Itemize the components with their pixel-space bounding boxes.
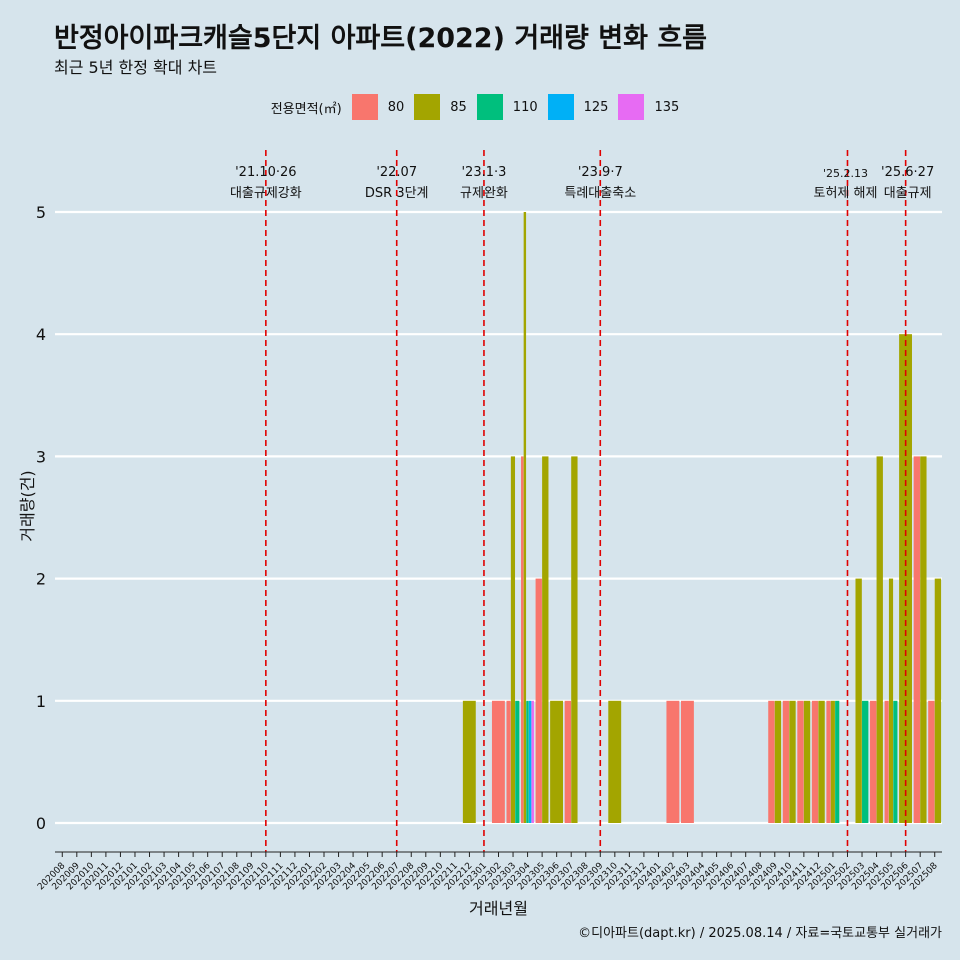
bar xyxy=(913,456,920,823)
legend-item: 135 xyxy=(618,94,679,120)
event-label: 규제완화 xyxy=(460,186,508,201)
bar xyxy=(835,700,840,823)
bar xyxy=(515,700,520,823)
bar xyxy=(803,700,811,823)
event-label: 대출규제 xyxy=(884,186,932,201)
bar xyxy=(862,700,869,823)
bar xyxy=(680,700,694,823)
legend-label: 110 xyxy=(512,99,538,115)
legend-swatch xyxy=(618,94,645,120)
legend-item: 110 xyxy=(476,94,538,120)
bar xyxy=(928,700,935,823)
legend-label: 135 xyxy=(654,99,680,115)
source-caption: ©디아파트(dapt.kr) / 2025.08.14 / 자료=국토교통부 실… xyxy=(578,926,942,941)
event-label: 특례대출축소 xyxy=(564,186,636,201)
x-axis-title: 거래년월 xyxy=(469,899,528,918)
event-date: '23.1·3 xyxy=(461,165,506,180)
legend-label: 80 xyxy=(387,99,405,115)
bar xyxy=(491,700,505,823)
bar xyxy=(528,700,532,823)
bar xyxy=(564,700,572,823)
legend-label: 85 xyxy=(450,99,467,115)
bar xyxy=(893,700,898,823)
legend-swatch xyxy=(351,94,378,120)
bar xyxy=(920,456,927,823)
bar xyxy=(899,334,912,823)
legend-swatch xyxy=(547,94,574,120)
bar xyxy=(768,700,775,823)
y-tick-label: 4 xyxy=(36,325,46,344)
chart-subtitle: 최근 5년 한정 확대 차트 xyxy=(54,58,218,77)
legend-item: 80 xyxy=(351,94,405,120)
event-date: '22.07 xyxy=(376,165,417,180)
bar xyxy=(510,456,516,823)
legend-swatch xyxy=(476,94,503,120)
bar xyxy=(535,578,542,823)
event-date: '25.2.13 xyxy=(823,167,868,180)
legend-item: 125 xyxy=(547,94,609,120)
bar xyxy=(782,700,790,823)
event-date: '21.10·26 xyxy=(235,165,296,180)
bar xyxy=(789,700,796,823)
bar xyxy=(571,456,578,823)
y-tick-label: 1 xyxy=(36,692,46,711)
bar xyxy=(888,578,894,823)
bar xyxy=(811,700,819,823)
bar xyxy=(531,700,534,823)
bar xyxy=(550,700,564,823)
y-tick-label: 2 xyxy=(36,570,46,589)
bar xyxy=(608,700,622,823)
legend-item: 85 xyxy=(414,94,467,120)
legend-label: 125 xyxy=(583,99,609,115)
bar xyxy=(542,456,549,823)
y-axis-title: 거래량(건) xyxy=(18,470,37,541)
y-tick-label: 0 xyxy=(36,814,46,833)
bar xyxy=(855,578,862,823)
event-label: 대출규제강화 xyxy=(230,186,302,201)
event-label: DSR 3단계 xyxy=(365,186,429,201)
bar xyxy=(830,700,835,823)
event-date: '25.6·27 xyxy=(881,165,934,180)
legend-title: 전용면적(㎡) xyxy=(270,101,342,117)
chart-title: 반정아이파크캐슬5단지 아파트(2022) 거래량 변화 흐름 xyxy=(54,23,708,54)
bar xyxy=(797,700,804,823)
legend: 전용면적(㎡) 80 85 110 125 135 xyxy=(0,92,960,122)
y-tick-label: 3 xyxy=(36,447,46,466)
bar xyxy=(818,700,825,823)
bar xyxy=(870,700,877,823)
bar xyxy=(774,700,782,823)
bar xyxy=(884,700,889,823)
event-date: '23.9·7 xyxy=(578,165,623,180)
bar xyxy=(526,700,529,823)
bar xyxy=(876,456,883,823)
bar xyxy=(523,212,527,823)
bar xyxy=(462,700,476,823)
bar xyxy=(666,700,680,823)
bar xyxy=(521,456,524,823)
legend-swatch xyxy=(414,94,441,120)
bar xyxy=(934,578,942,823)
y-tick-label: 5 xyxy=(36,203,46,222)
bar xyxy=(826,700,831,823)
event-label: 토허제 해제 xyxy=(814,186,878,201)
bar xyxy=(506,700,511,823)
